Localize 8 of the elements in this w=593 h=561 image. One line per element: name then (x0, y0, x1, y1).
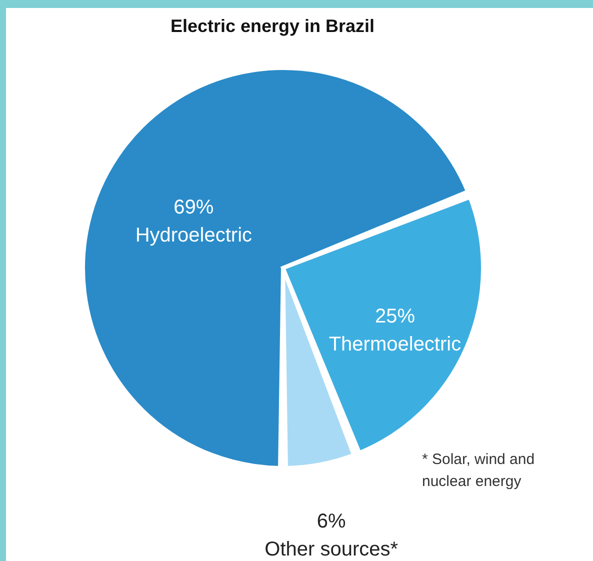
data-label: 6% (316, 510, 346, 532)
slice-label: Hydroelectric (135, 224, 252, 246)
data-label: 25% (374, 305, 416, 328)
slice-label: Other sources* (264, 538, 398, 560)
data-label: 69% (174, 196, 214, 218)
chart-title: Electric energy in Brazil (170, 16, 375, 36)
slice-label: Thermoelectric (328, 333, 462, 356)
text: * Solar, wind and nuclear energy (422, 451, 535, 490)
